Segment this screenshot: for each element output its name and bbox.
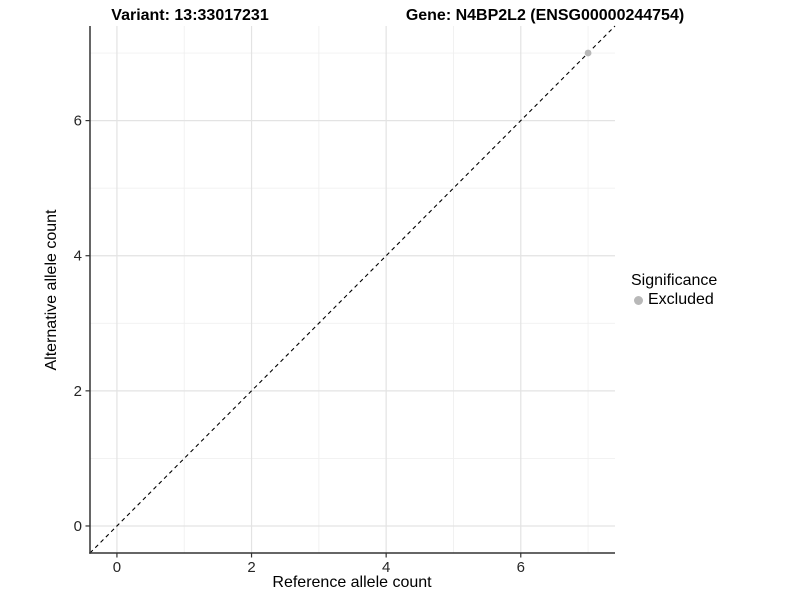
plot-title-variant: Variant: 13:33017231 xyxy=(111,7,269,24)
y-axis-title: Alternative allele count xyxy=(43,209,60,371)
y-tick-label: 2 xyxy=(74,383,82,400)
identity-reference-line xyxy=(89,25,616,554)
y-tick-label: 6 xyxy=(74,113,82,130)
legend-item-label: Excluded xyxy=(648,291,714,308)
data-point-excluded xyxy=(584,49,592,57)
y-tick-label: 4 xyxy=(74,248,82,265)
x-axis-title: Reference allele count xyxy=(272,574,432,591)
x-tick-label: 2 xyxy=(247,559,255,576)
y-tick-label: 0 xyxy=(74,518,82,535)
x-tick-label: 4 xyxy=(382,559,390,576)
legend: Significance Excluded xyxy=(631,272,717,309)
legend-title: Significance xyxy=(631,272,718,289)
x-tick-label: 0 xyxy=(113,559,121,576)
x-tick-label: 6 xyxy=(517,559,525,576)
legend-item-excluded: Excluded xyxy=(631,291,717,309)
plot-title-gene: Gene: N4BP2L2 (ENSG00000244754) xyxy=(405,7,685,24)
legend-point-icon xyxy=(634,295,643,305)
